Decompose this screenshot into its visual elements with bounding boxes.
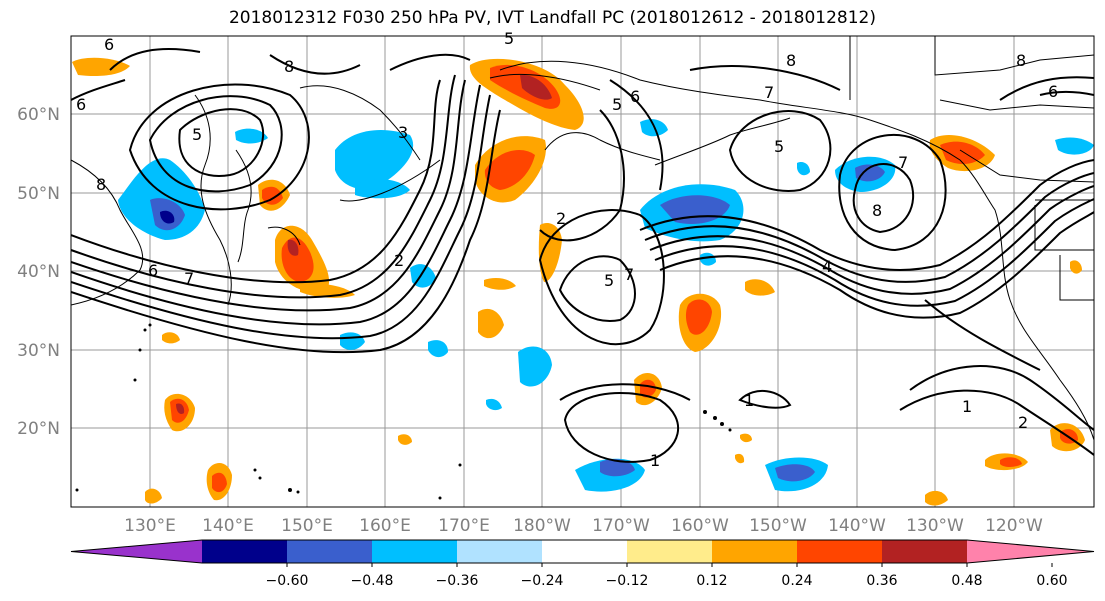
colorbar-segment — [457, 540, 543, 563]
lat-label: 30°N — [17, 341, 60, 361]
lat-label: 60°N — [17, 105, 60, 125]
contour-label: 5 — [774, 137, 784, 156]
lon-label: 160°W — [671, 516, 729, 536]
colorbar: −0.60 −0.48 −0.36 −0.24 −0.12 0.12 0.24 0.36 0.4… — [70, 539, 1095, 589]
contour-label: 4 — [822, 257, 832, 276]
contour-label: 2 — [394, 251, 404, 270]
contour-label: 8 — [96, 175, 106, 194]
colorbar-segment — [882, 540, 968, 563]
contour-label: 7 — [624, 265, 634, 284]
colorbar-segment — [712, 540, 798, 563]
contour-label: 5 — [604, 271, 614, 290]
map-title: 2018012312 F030 250 hPa PV, IVT Landfall… — [228, 8, 876, 28]
map-frame — [70, 35, 1095, 508]
lon-label: 170°W — [592, 516, 650, 536]
colorbar-segment — [202, 540, 288, 563]
contour-label: 5 — [192, 125, 202, 144]
lat-label: 20°N — [17, 419, 60, 439]
lon-label: 150°E — [281, 516, 333, 536]
contour-label: 2 — [1018, 413, 1028, 432]
contour-label: 6 — [148, 261, 158, 280]
lat-label: 40°N — [17, 262, 60, 282]
contour-label: 5 — [504, 29, 514, 48]
colorbar-tick-label: 0.36 — [866, 573, 897, 589]
colorbar-segment — [542, 540, 628, 563]
lon-label: 150°W — [749, 516, 807, 536]
pv-contour-labels: 6 8 5 8 6 7 5 6 5 7 8 5 7 8 6 2 5 7 3 2 … — [76, 29, 1058, 470]
colorbar-extend-low — [71, 540, 202, 563]
contour-label: 1 — [962, 397, 972, 416]
colorbar-tick-label: −0.48 — [351, 573, 394, 589]
lon-label: 180°W — [513, 516, 571, 536]
colorbar-tick-label: −0.24 — [521, 573, 564, 589]
ivt-negative-anomalies — [118, 119, 1094, 492]
colorbar-tick-label: −0.60 — [266, 573, 309, 589]
contour-label: 1 — [744, 391, 754, 410]
contour-label: 8 — [872, 201, 882, 220]
contour-label: 8 — [786, 51, 796, 70]
colorbar-tick-label: −0.36 — [436, 573, 479, 589]
colorbar-tick-label: 0.12 — [696, 573, 727, 589]
colorbar-extend-high — [967, 540, 1094, 563]
contour-label: 6 — [1048, 82, 1058, 101]
lat-label: 50°N — [17, 184, 60, 204]
contour-label: 8 — [1016, 51, 1026, 70]
lon-label: 140°W — [828, 516, 886, 536]
colorbar-outline — [70, 539, 1095, 564]
colorbar-tick-label: 0.60 — [1036, 573, 1067, 589]
contour-label: 7 — [898, 153, 908, 172]
colorbar-segment — [372, 540, 458, 563]
contour-label: 7 — [184, 269, 194, 288]
colorbar-segment — [287, 540, 373, 563]
colorbar-tick-label: 0.24 — [781, 573, 812, 589]
contour-label: 5 — [612, 95, 622, 114]
contour-label: 1 — [650, 451, 660, 470]
contour-label: 3 — [398, 123, 408, 142]
colorbar-segment — [797, 540, 883, 563]
contour-label: 7 — [764, 83, 774, 102]
contour-label: 2 — [556, 209, 566, 228]
colorbar-segment — [627, 540, 713, 563]
contour-label: 6 — [76, 95, 86, 114]
pv-contours — [71, 48, 1094, 463]
longitude-labels: 130°E 140°E 150°E 160°E 170°E 180°W 170°… — [124, 516, 1043, 536]
lon-label: 160°E — [359, 516, 411, 536]
lon-label: 140°E — [202, 516, 254, 536]
colorbar-tick-label: 0.48 — [951, 573, 982, 589]
contour-label: 8 — [284, 57, 294, 76]
contour-label: 6 — [630, 87, 640, 106]
lon-label: 130°W — [906, 516, 964, 536]
colorbar-tick-label: −0.12 — [606, 573, 649, 589]
lon-label: 130°E — [124, 516, 176, 536]
lon-label: 120°W — [985, 516, 1043, 536]
contour-label: 6 — [104, 35, 114, 54]
latitude-labels: 60°N 50°N 40°N 30°N 20°N — [17, 105, 60, 439]
islands — [75, 323, 732, 500]
coastlines — [71, 36, 1094, 441]
lon-label: 170°E — [438, 516, 490, 536]
